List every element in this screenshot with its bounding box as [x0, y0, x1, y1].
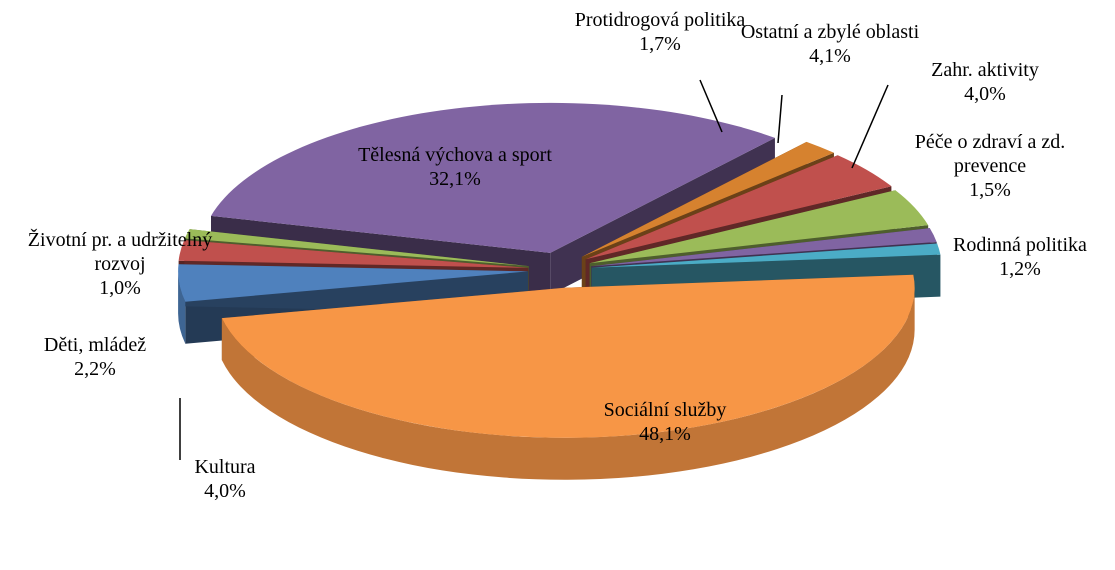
slice-name: Sociální služby [603, 399, 727, 421]
data-label: Zahr. aktivity 4,0% [895, 58, 1075, 106]
slice-top [210, 102, 775, 253]
slice-value: 32,1% [429, 168, 481, 190]
slice-top [591, 243, 941, 268]
slice-value: 1,7% [639, 33, 681, 55]
slice-name: Péče o zdraví a zd. prevence [914, 131, 1066, 177]
slice-top [585, 155, 892, 260]
slice-name: Ostatní a zbylé oblasti [740, 21, 920, 43]
slice-top [591, 228, 937, 267]
slice-top [178, 240, 529, 268]
slice-name: Kultura [194, 456, 256, 478]
slice-name: Rodinná politika [953, 234, 1087, 256]
slice-value: 1,2% [999, 258, 1041, 280]
slice-top [221, 274, 915, 438]
data-label: Sociální služby 48,1% [560, 398, 770, 446]
slice-name: Tělesná výchova a sport [358, 144, 552, 166]
data-label: Děti, mládež 2,2% [10, 333, 180, 381]
slice-value: 1,0% [99, 277, 141, 299]
slice-top [581, 141, 834, 257]
leader-line [851, 84, 889, 169]
slice-top [589, 190, 929, 264]
leader-line [777, 94, 783, 144]
data-label: Životní pr. a udržitelný rozvoj 1,0% [20, 228, 220, 300]
slice-name: Děti, mládež [43, 334, 147, 356]
data-label: Kultura 4,0% [160, 455, 290, 503]
data-label: Péče o zdraví a zd. prevence 1,5% [895, 130, 1085, 202]
data-label: Ostatní a zbylé oblasti 4,1% [740, 20, 920, 68]
slice-name: Zahr. aktivity [931, 59, 1039, 81]
slice [221, 274, 915, 480]
slice-top [184, 229, 529, 267]
leader-line [699, 79, 723, 133]
data-label: Tělesná výchova a sport 32,1% [345, 143, 565, 191]
data-label: Protidrogová politika 1,7% [570, 8, 750, 56]
slice-top [178, 264, 529, 302]
slice-side [178, 271, 186, 344]
slice-value: 2,2% [74, 358, 116, 380]
slice-name: Životní pr. a udržitelný rozvoj [27, 229, 213, 275]
data-label: Rodinná politika 1,2% [920, 233, 1115, 281]
slice-side [221, 287, 915, 480]
slice-value: 1,5% [969, 179, 1011, 201]
slice-value: 4,0% [204, 480, 246, 502]
slice-value: 4,0% [964, 83, 1006, 105]
slice-value: 4,1% [809, 45, 851, 67]
slice-name: Protidrogová politika [574, 9, 746, 31]
slice-value: 48,1% [639, 423, 691, 445]
